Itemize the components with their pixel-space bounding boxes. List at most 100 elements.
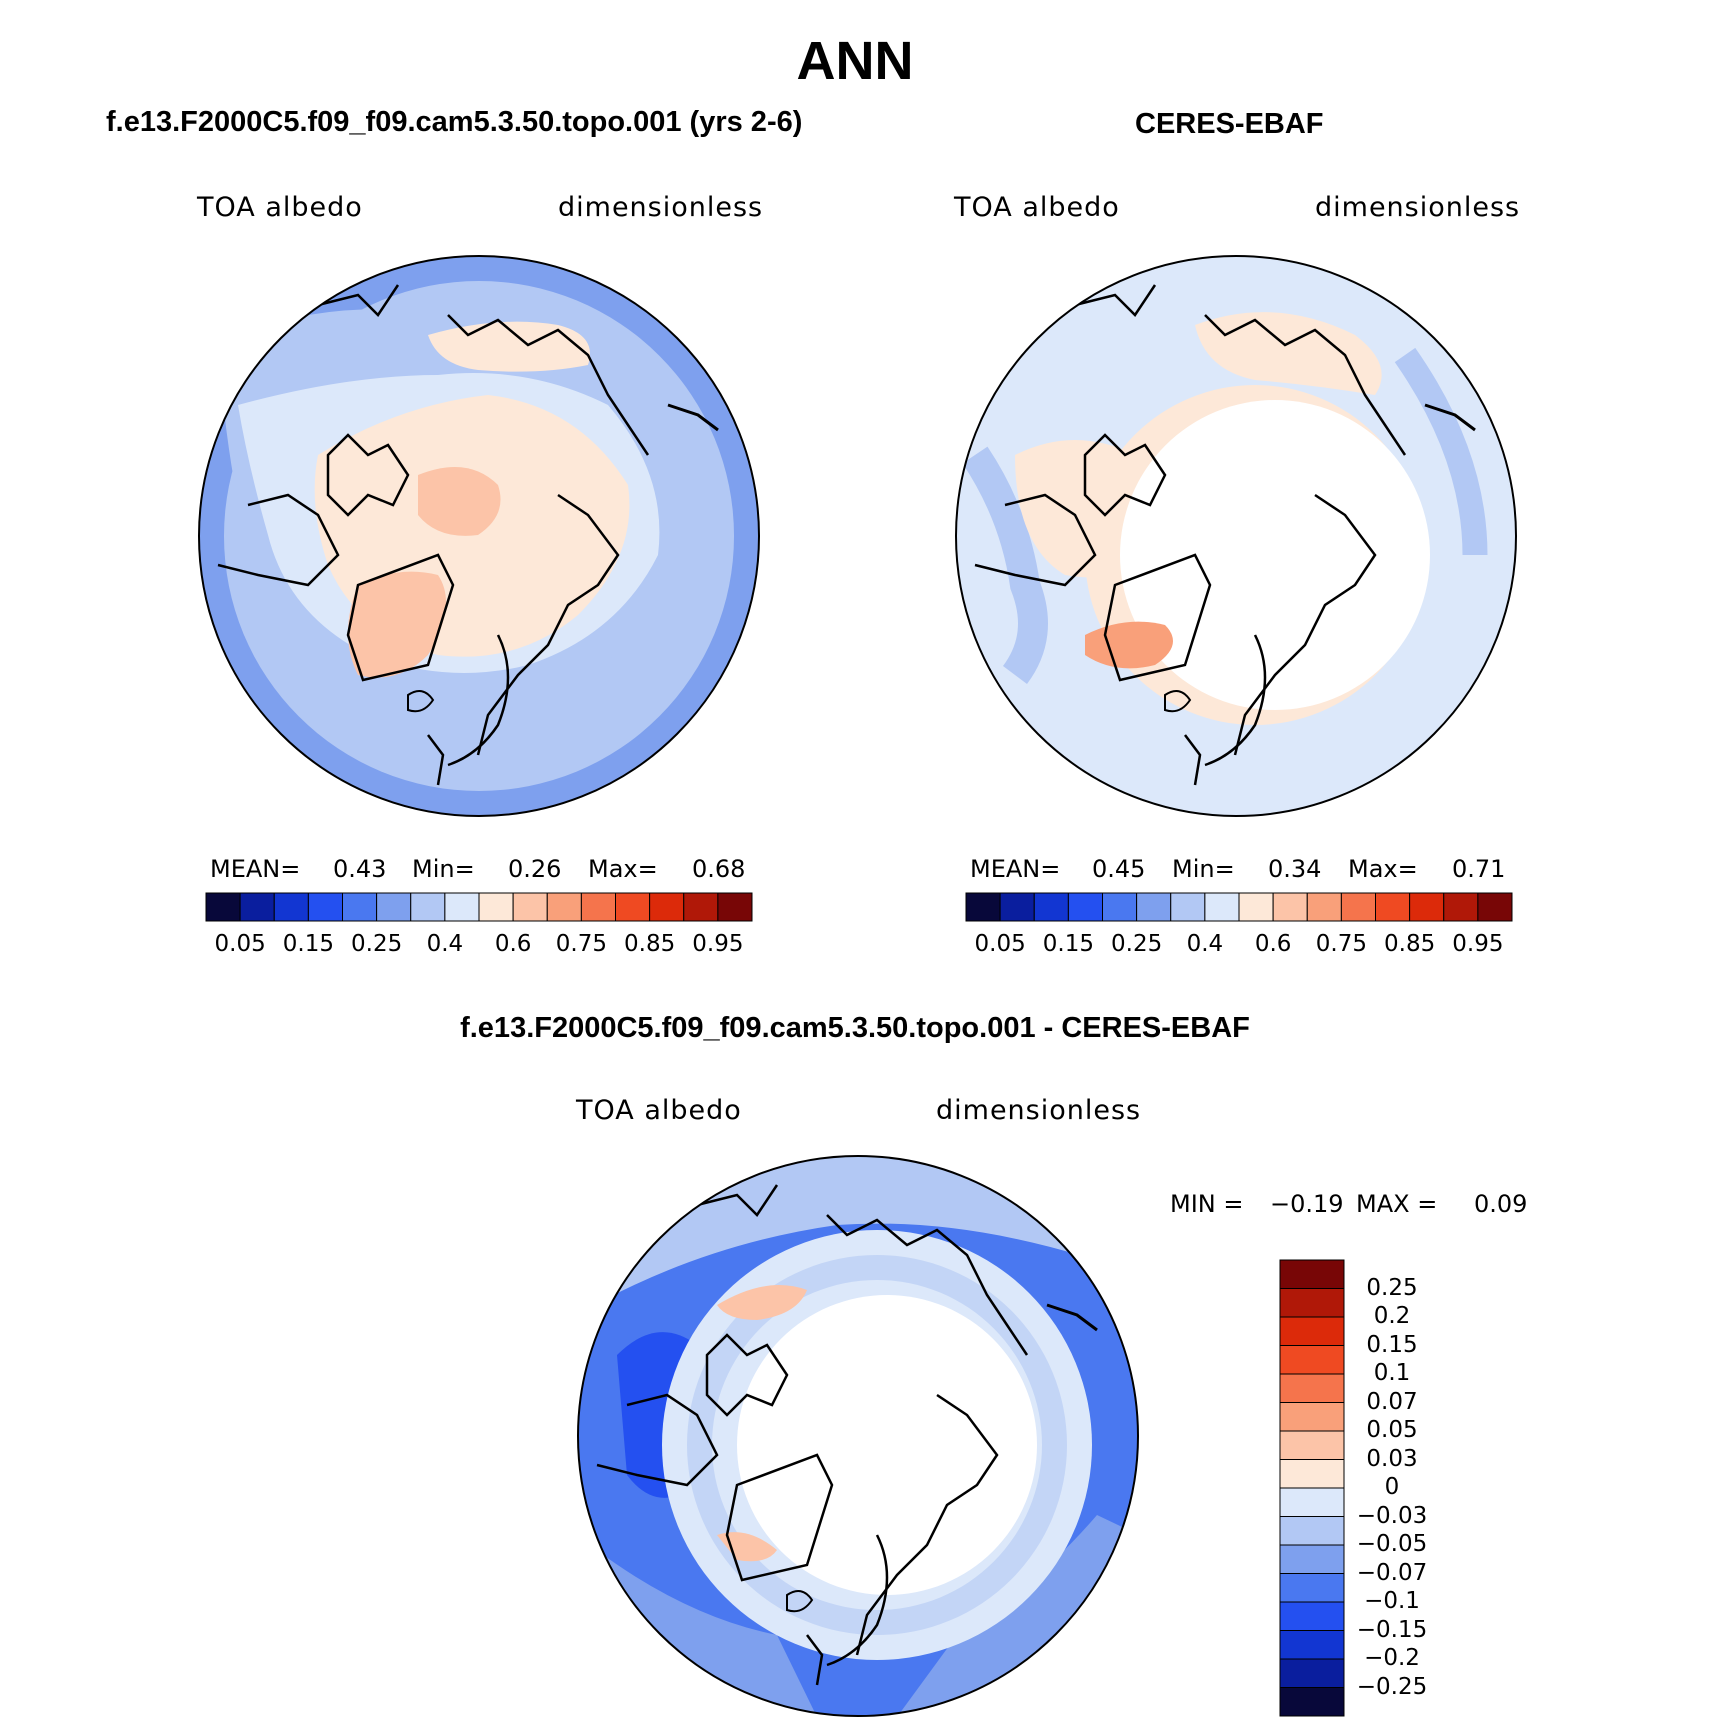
panel2-colorbar-box <box>1409 892 1445 922</box>
panel3-colorbar-box <box>1279 1259 1345 1289</box>
panel2-colorbar-box <box>1340 892 1376 922</box>
panel3-colorbar-box <box>1279 1316 1345 1346</box>
panel2-colorbar <box>965 892 1513 922</box>
panel1-mean-value: 0.43 <box>333 855 387 883</box>
panel3-colorbar-tick-label: 0.07 <box>1366 1388 1418 1415</box>
panel3-colorbar-box <box>1279 1459 1345 1489</box>
panel2-colorbar-box <box>1102 892 1138 922</box>
panel3-min-value: −0.19 <box>1270 1190 1344 1218</box>
panel3-title: f.e13.F2000C5.f09_f09.cam5.3.50.topo.001… <box>460 1012 1250 1044</box>
panel3-colorbar-box <box>1279 1687 1345 1717</box>
panel3-colorbar-tick-label: 0 <box>1384 1474 1400 1500</box>
panel1-min-value: 0.26 <box>508 855 562 883</box>
panel3-colorbar-box <box>1279 1544 1345 1574</box>
panel3-min-label: MIN = <box>1170 1190 1244 1218</box>
panel1-colorbar-box <box>615 892 651 922</box>
panel1-colorbar-box <box>342 892 378 922</box>
panel1-colorbar-tick-label: 0.6 <box>494 931 532 957</box>
panel1-colorbar-tick-label: 0.15 <box>282 931 334 957</box>
panel1-colorbar-box <box>512 892 548 922</box>
panel2-min-value: 0.34 <box>1268 855 1322 883</box>
panel2-colorbar-tick-label: 0.15 <box>1042 931 1094 957</box>
panel1-colorbar-box <box>273 892 309 922</box>
panel3-colorbar-box <box>1279 1345 1345 1375</box>
panel2-colorbar-tick-label: 0.75 <box>1315 931 1367 957</box>
panel2-units-label: dimensionless <box>1315 192 1521 223</box>
panel1-colorbar-box <box>580 892 616 922</box>
panel1-min-label: Min= <box>412 855 475 883</box>
panel2-colorbar-box <box>1033 892 1069 922</box>
panel1-colorbar-tick-label: 0.05 <box>214 931 266 957</box>
panel2-mean-label: MEAN= <box>970 855 1061 883</box>
panel2-colorbar-box <box>965 892 1001 922</box>
panel2-title: CERES-EBAF <box>1135 108 1324 140</box>
panel1-polar-map <box>198 255 760 817</box>
panel3-max-value: 0.09 <box>1474 1190 1528 1218</box>
panel3-colorbar-tick-label: 0.2 <box>1373 1303 1411 1329</box>
panel2-polar-map <box>955 255 1517 817</box>
panel3-colorbar-box <box>1279 1601 1345 1631</box>
panel1-colorbar-box <box>546 892 582 922</box>
panel1-colorbar-box <box>307 892 343 922</box>
panel2-colorbar-tick-label: 0.05 <box>974 931 1026 957</box>
panel3-colorbar-tick-label: −0.1 <box>1364 1588 1420 1614</box>
panel2-colorbar-box <box>1238 892 1274 922</box>
panel3-max-label: MAX = <box>1356 1190 1438 1218</box>
panel3-colorbar-box <box>1279 1573 1345 1603</box>
panel1-colorbar-box <box>376 892 412 922</box>
panel1-colorbar-tick-label: 0.95 <box>692 931 744 957</box>
panel3-colorbar-box <box>1279 1658 1345 1688</box>
panel3-colorbar-box <box>1279 1430 1345 1460</box>
panel3-colorbar-tick-label: 0.05 <box>1366 1417 1418 1443</box>
panel1-colorbar-box <box>683 892 719 922</box>
panel1-colorbar-tick-label: 0.75 <box>555 931 607 957</box>
panel3-colorbar-tick-label: 0.1 <box>1373 1360 1411 1386</box>
panel1-max-label: Max= <box>588 855 658 883</box>
panel3-colorbar-tick-label: −0.03 <box>1356 1502 1428 1529</box>
panel2-colorbar-box <box>1204 892 1240 922</box>
main-title: ANN <box>796 31 914 91</box>
panel2-colorbar-box <box>1443 892 1479 922</box>
panel3-colorbar-tick-label: −0.25 <box>1356 1673 1428 1700</box>
panel3-colorbar-box <box>1279 1402 1345 1432</box>
panel3-colorbar-tick-label: −0.07 <box>1356 1559 1428 1586</box>
panel3-colorbar-box <box>1279 1516 1345 1546</box>
panel3-colorbar-box <box>1279 1487 1345 1517</box>
panel2-colorbar-tick-label: 0.95 <box>1452 931 1504 957</box>
panel1-title: f.e13.F2000C5.f09_f09.cam5.3.50.topo.001… <box>106 106 803 138</box>
panel1-colorbar-tick-label: 0.85 <box>624 931 676 957</box>
panel1-mean-label: MEAN= <box>210 855 301 883</box>
panel2-min-label: Min= <box>1172 855 1235 883</box>
panel3-colorbar-box <box>1279 1630 1345 1660</box>
panel1-colorbar-box <box>717 892 753 922</box>
panel1-max-value: 0.68 <box>692 855 746 883</box>
panel2-colorbar-box <box>1170 892 1206 922</box>
panel3-units-label: dimensionless <box>936 1095 1142 1126</box>
panel1-colorbar-box <box>649 892 685 922</box>
panel2-variable-label: TOA albedo <box>954 192 1120 223</box>
panel1-colorbar-tick-label: 0.25 <box>351 931 403 957</box>
panel2-colorbar-box <box>1477 892 1513 922</box>
panel3-colorbar-tick-label: 0.25 <box>1366 1274 1418 1301</box>
panel1-colorbar-box <box>239 892 275 922</box>
panel1-colorbar-tick-label: 0.4 <box>426 931 464 957</box>
panel2-colorbar-tick-label: 0.6 <box>1254 931 1292 957</box>
panel1-units-label: dimensionless <box>558 192 764 223</box>
panel3-colorbar-tick-label: 0.15 <box>1366 1331 1418 1358</box>
panel1-colorbar-box <box>478 892 514 922</box>
panel3-colorbar-tick-label: −0.05 <box>1356 1531 1428 1557</box>
panel2-colorbar-tick-label: 0.85 <box>1384 931 1436 957</box>
panel1-colorbar-box <box>444 892 480 922</box>
panel2-max-value: 0.71 <box>1452 855 1506 883</box>
panel1-colorbar-box <box>205 892 241 922</box>
panel2-colorbar-tick-label: 0.25 <box>1111 931 1163 957</box>
panel2-colorbar-box <box>999 892 1035 922</box>
panel3-colorbar <box>1279 1259 1345 1717</box>
panel3-colorbar-tick-label: −0.2 <box>1364 1645 1420 1671</box>
panel2-mean-value: 0.45 <box>1092 855 1146 883</box>
panel2-colorbar-box <box>1306 892 1342 922</box>
panel3-polar-map <box>577 1155 1139 1717</box>
panel3-variable-label: TOA albedo <box>576 1095 742 1126</box>
panel3-colorbar-box <box>1279 1288 1345 1318</box>
panel2-colorbar-box <box>1136 892 1172 922</box>
